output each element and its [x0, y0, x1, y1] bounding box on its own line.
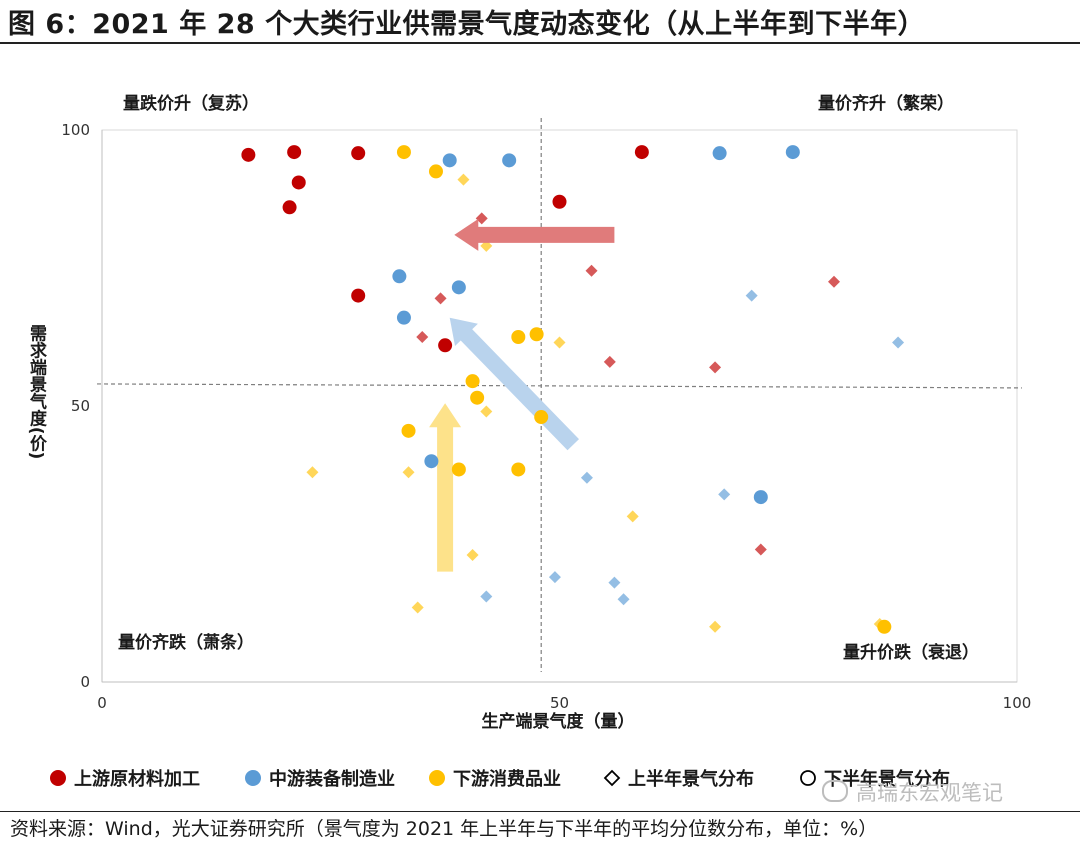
legend-label: 下游消费品业	[453, 768, 561, 790]
downstream-shift-arrow	[429, 403, 462, 572]
watermark: 高瑞东宏观笔记	[822, 777, 1003, 807]
midstream-h1-point	[480, 590, 493, 603]
downstream-h2-point	[401, 423, 416, 438]
upstream-h2-point	[241, 147, 256, 162]
legend-marker	[429, 770, 445, 786]
downstream-h2-point	[396, 145, 411, 160]
midstream-h2-point	[424, 454, 439, 469]
upstream-h1-point	[828, 275, 840, 288]
midstream-h1-point	[892, 336, 905, 349]
upstream-h1-point	[754, 543, 767, 556]
midstream-h2-point	[753, 490, 768, 505]
upstream-shift-arrow	[454, 218, 615, 251]
midstream-h1-point	[580, 471, 593, 484]
midstream-h2-point	[451, 280, 466, 295]
upstream-h2-point	[351, 288, 366, 303]
downstream-h2-point	[534, 410, 549, 425]
downstream-h1-point	[480, 405, 493, 418]
upstream-h1-point	[475, 212, 488, 225]
downstream-h1-point	[306, 466, 319, 479]
upstream-h2-point	[282, 200, 297, 215]
upstream-h2-point	[552, 194, 567, 209]
upstream-h2-point	[287, 145, 302, 160]
upstream-h1-point	[585, 264, 598, 277]
downstream-h1-point	[480, 239, 493, 252]
upstream-h1-point	[434, 292, 447, 305]
downstream-h2-point	[465, 374, 480, 389]
downstream-h1-point	[466, 549, 479, 562]
x-tick-label: 0	[97, 694, 107, 712]
upstream-h2-point	[438, 338, 453, 353]
downstream-h2-point	[511, 462, 526, 477]
midstream-h1-point	[608, 576, 621, 589]
midstream-h2-point	[785, 145, 800, 160]
midstream-h2-point	[712, 146, 727, 161]
watermark-text: 高瑞东宏观笔记	[856, 781, 1003, 805]
legend-label: 中游装备制造业	[269, 768, 395, 790]
source-rule	[0, 811, 1080, 812]
downstream-h2-point	[511, 330, 526, 344]
midstream-h2-point	[396, 310, 411, 325]
downstream-h1-point	[626, 510, 639, 523]
y-tick-label: 0	[80, 673, 90, 691]
title-rule	[0, 42, 1080, 44]
downstream-h2-point	[428, 164, 443, 179]
downstream-h2-point	[470, 390, 485, 405]
midstream-h2-point	[502, 153, 517, 168]
midstream-h1-point	[718, 488, 731, 501]
downstream-h2-point	[529, 327, 544, 342]
legend-marker-diamond	[603, 769, 621, 787]
downstream-h2-point	[877, 619, 892, 634]
figure-title: 图 6：2021 年 28 个大类行业供需景气度动态变化（从上半年到下半年）	[8, 9, 926, 40]
downstream-h1-point	[709, 620, 722, 633]
x-tick-label: 100	[1003, 694, 1032, 712]
legend-label: 下半年景气分布	[824, 768, 950, 790]
quadrant-label-bottom-left: 量价齐跌（萧条）	[118, 632, 254, 653]
plot-frame	[101, 129, 1018, 683]
midstream-h2-point	[442, 153, 457, 168]
wechat-icon	[822, 780, 848, 802]
x-axis-title: 生产端景气度（量）	[482, 711, 635, 732]
horizontal-divider	[96, 383, 1023, 389]
downstream-h1-point	[553, 336, 566, 349]
source-note: 资料来源：Wind，光大证券研究所（景气度为 2021 年上半年与下半年的平均分…	[10, 818, 878, 840]
upstream-h1-point	[709, 361, 722, 374]
quadrant-label-top-right: 量价齐升（繁荣）	[818, 93, 954, 114]
downstream-h1-point	[457, 173, 470, 186]
upstream-h2-point	[291, 175, 306, 190]
upstream-h1-point	[603, 355, 616, 368]
midstream-h1-point	[548, 571, 561, 584]
midstream-h2-point	[392, 269, 407, 284]
legend-label: 上游原材料加工	[74, 768, 200, 790]
y-axis-title: 需求端景气度(价)	[26, 325, 48, 460]
downstream-h1-point	[411, 601, 424, 614]
midstream-h1-point	[745, 289, 758, 302]
upstream-h2-point	[634, 145, 649, 160]
legend-marker	[50, 770, 66, 786]
quadrant-label-bottom-right: 量升价跌（衰退）	[843, 642, 979, 663]
upstream-h2-point	[351, 146, 366, 161]
midstream-h1-point	[617, 593, 630, 606]
y-tick-label: 50	[71, 397, 90, 415]
downstream-h2-point	[451, 462, 466, 477]
x-tick-label: 50	[550, 694, 569, 712]
legend-marker	[245, 770, 261, 786]
legend-marker-circle	[800, 770, 816, 786]
legend-label: 上半年景气分布	[628, 768, 754, 790]
downstream-h1-point	[402, 466, 415, 479]
y-tick-label: 100	[61, 121, 90, 139]
upstream-h1-point	[416, 331, 429, 343]
legend: 上游原材料加工 中游装备制造业 下游消费品业 上半年景气分布 下半年景气分布	[50, 768, 950, 790]
quadrant-label-top-left: 量跌价升（复苏）	[123, 93, 259, 114]
